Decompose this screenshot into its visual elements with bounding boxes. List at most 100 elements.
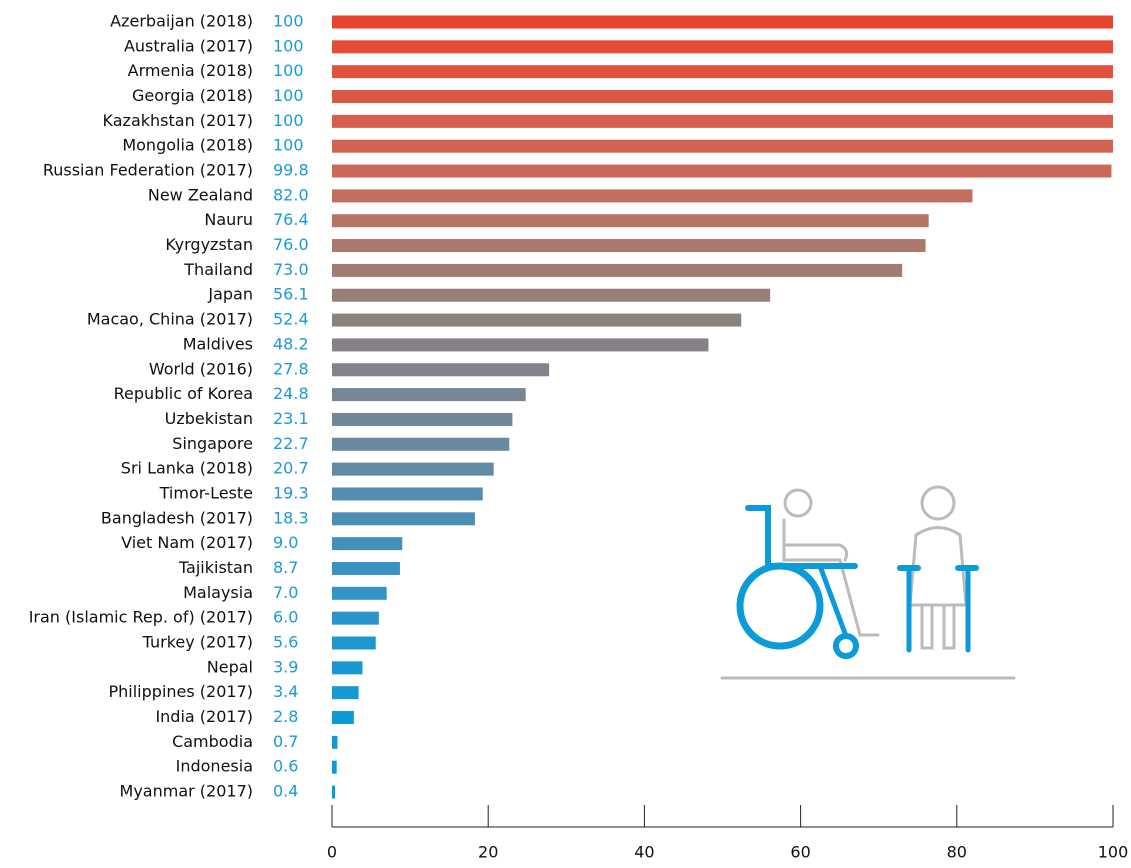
category-label: Myanmar (2017) [120,782,253,801]
bar [332,239,926,253]
category-label: Tajikistan [178,558,253,577]
category-label: Nepal [207,657,253,676]
bar [332,313,742,327]
value-label: 0.4 [273,782,298,801]
value-label: 56.1 [273,285,309,304]
bar [332,611,379,625]
category-label: Viet Nam (2017) [121,533,253,552]
value-label: 48.2 [273,334,309,353]
value-label: 73.0 [273,260,309,279]
category-label: Timor-Leste [159,483,253,502]
value-label: 3.9 [273,657,298,676]
bar [332,735,338,749]
bar [332,537,403,551]
bar [332,760,337,774]
value-label: 52.4 [273,310,309,329]
category-label: Sri Lanka (2018) [121,459,253,478]
bar [332,15,1113,29]
x-tick-label: 0 [327,843,337,862]
bar [332,65,1113,79]
bar [332,487,483,501]
bar [332,512,475,526]
bar [332,338,709,352]
category-label: Azerbaijan (2018) [110,12,253,31]
category-label: Georgia (2018) [132,86,253,105]
category-label: Turkey (2017) [142,633,253,652]
value-label: 0.7 [273,732,298,751]
category-label: Malaysia [183,583,253,602]
category-label: Mongolia (2018) [122,136,253,155]
bar [332,661,363,675]
category-label: Armenia (2018) [128,61,253,80]
bar [332,636,376,650]
x-tick-label: 40 [634,843,654,862]
x-tick-label: 100 [1098,843,1129,862]
category-label: Singapore [172,434,253,453]
category-label: Cambodia [172,732,253,751]
bar [332,711,354,725]
value-label: 100 [273,86,304,105]
category-label: Iran (Islamic Rep. of) (2017) [29,608,253,627]
bar [332,164,1112,178]
value-label: 100 [273,111,304,130]
value-label: 23.1 [273,409,309,428]
x-tick-label: 20 [478,843,498,862]
bar [332,189,973,203]
bar [332,785,336,799]
value-label: 76.0 [273,235,309,254]
category-label: Bangladesh (2017) [101,508,253,527]
bar [332,412,513,426]
category-label: World (2016) [149,359,253,378]
value-label: 3.4 [273,682,298,701]
value-label: 19.3 [273,483,309,502]
category-label: Philippines (2017) [109,682,254,701]
illustration [720,485,1016,680]
value-label: 18.3 [273,508,309,527]
category-label: India (2017) [155,707,253,726]
value-label: 100 [273,12,304,31]
category-label: New Zealand [148,185,253,204]
value-label: 7.0 [273,583,298,602]
value-label: 2.8 [273,707,298,726]
bar [332,561,400,575]
bar [332,139,1113,153]
value-label: 100 [273,61,304,80]
category-label: Australia (2017) [124,36,253,55]
bar [332,114,1113,128]
category-label: Republic of Korea [114,384,253,403]
value-label: 0.6 [273,757,298,776]
category-label: Thailand [183,260,253,279]
category-label: Kyrgyzstan [165,235,253,254]
category-label: Indonesia [176,757,253,776]
value-label: 27.8 [273,359,309,378]
value-label: 9.0 [273,533,298,552]
value-label: 100 [273,36,304,55]
value-label: 22.7 [273,434,309,453]
bar [332,214,929,228]
bar [332,288,771,302]
bar [332,40,1113,54]
category-label: Kazakhstan (2017) [103,111,253,130]
value-label: 24.8 [273,384,309,403]
bar [332,686,359,700]
bar [332,462,494,476]
x-tick-label: 60 [790,843,810,862]
value-label: 99.8 [273,161,309,180]
value-label: 76.4 [273,210,309,229]
x-tick-label: 80 [947,843,967,862]
bar [332,90,1113,104]
category-label: Macao, China (2017) [87,310,253,329]
value-label: 100 [273,136,304,155]
value-label: 20.7 [273,459,309,478]
value-label: 8.7 [273,558,298,577]
bar [332,363,550,377]
bar [332,263,903,277]
value-label: 82.0 [273,185,309,204]
bar [332,437,510,451]
bar [332,586,387,600]
bar [332,388,526,402]
category-label: Uzbekistan [165,409,253,428]
category-label: Japan [207,285,253,304]
